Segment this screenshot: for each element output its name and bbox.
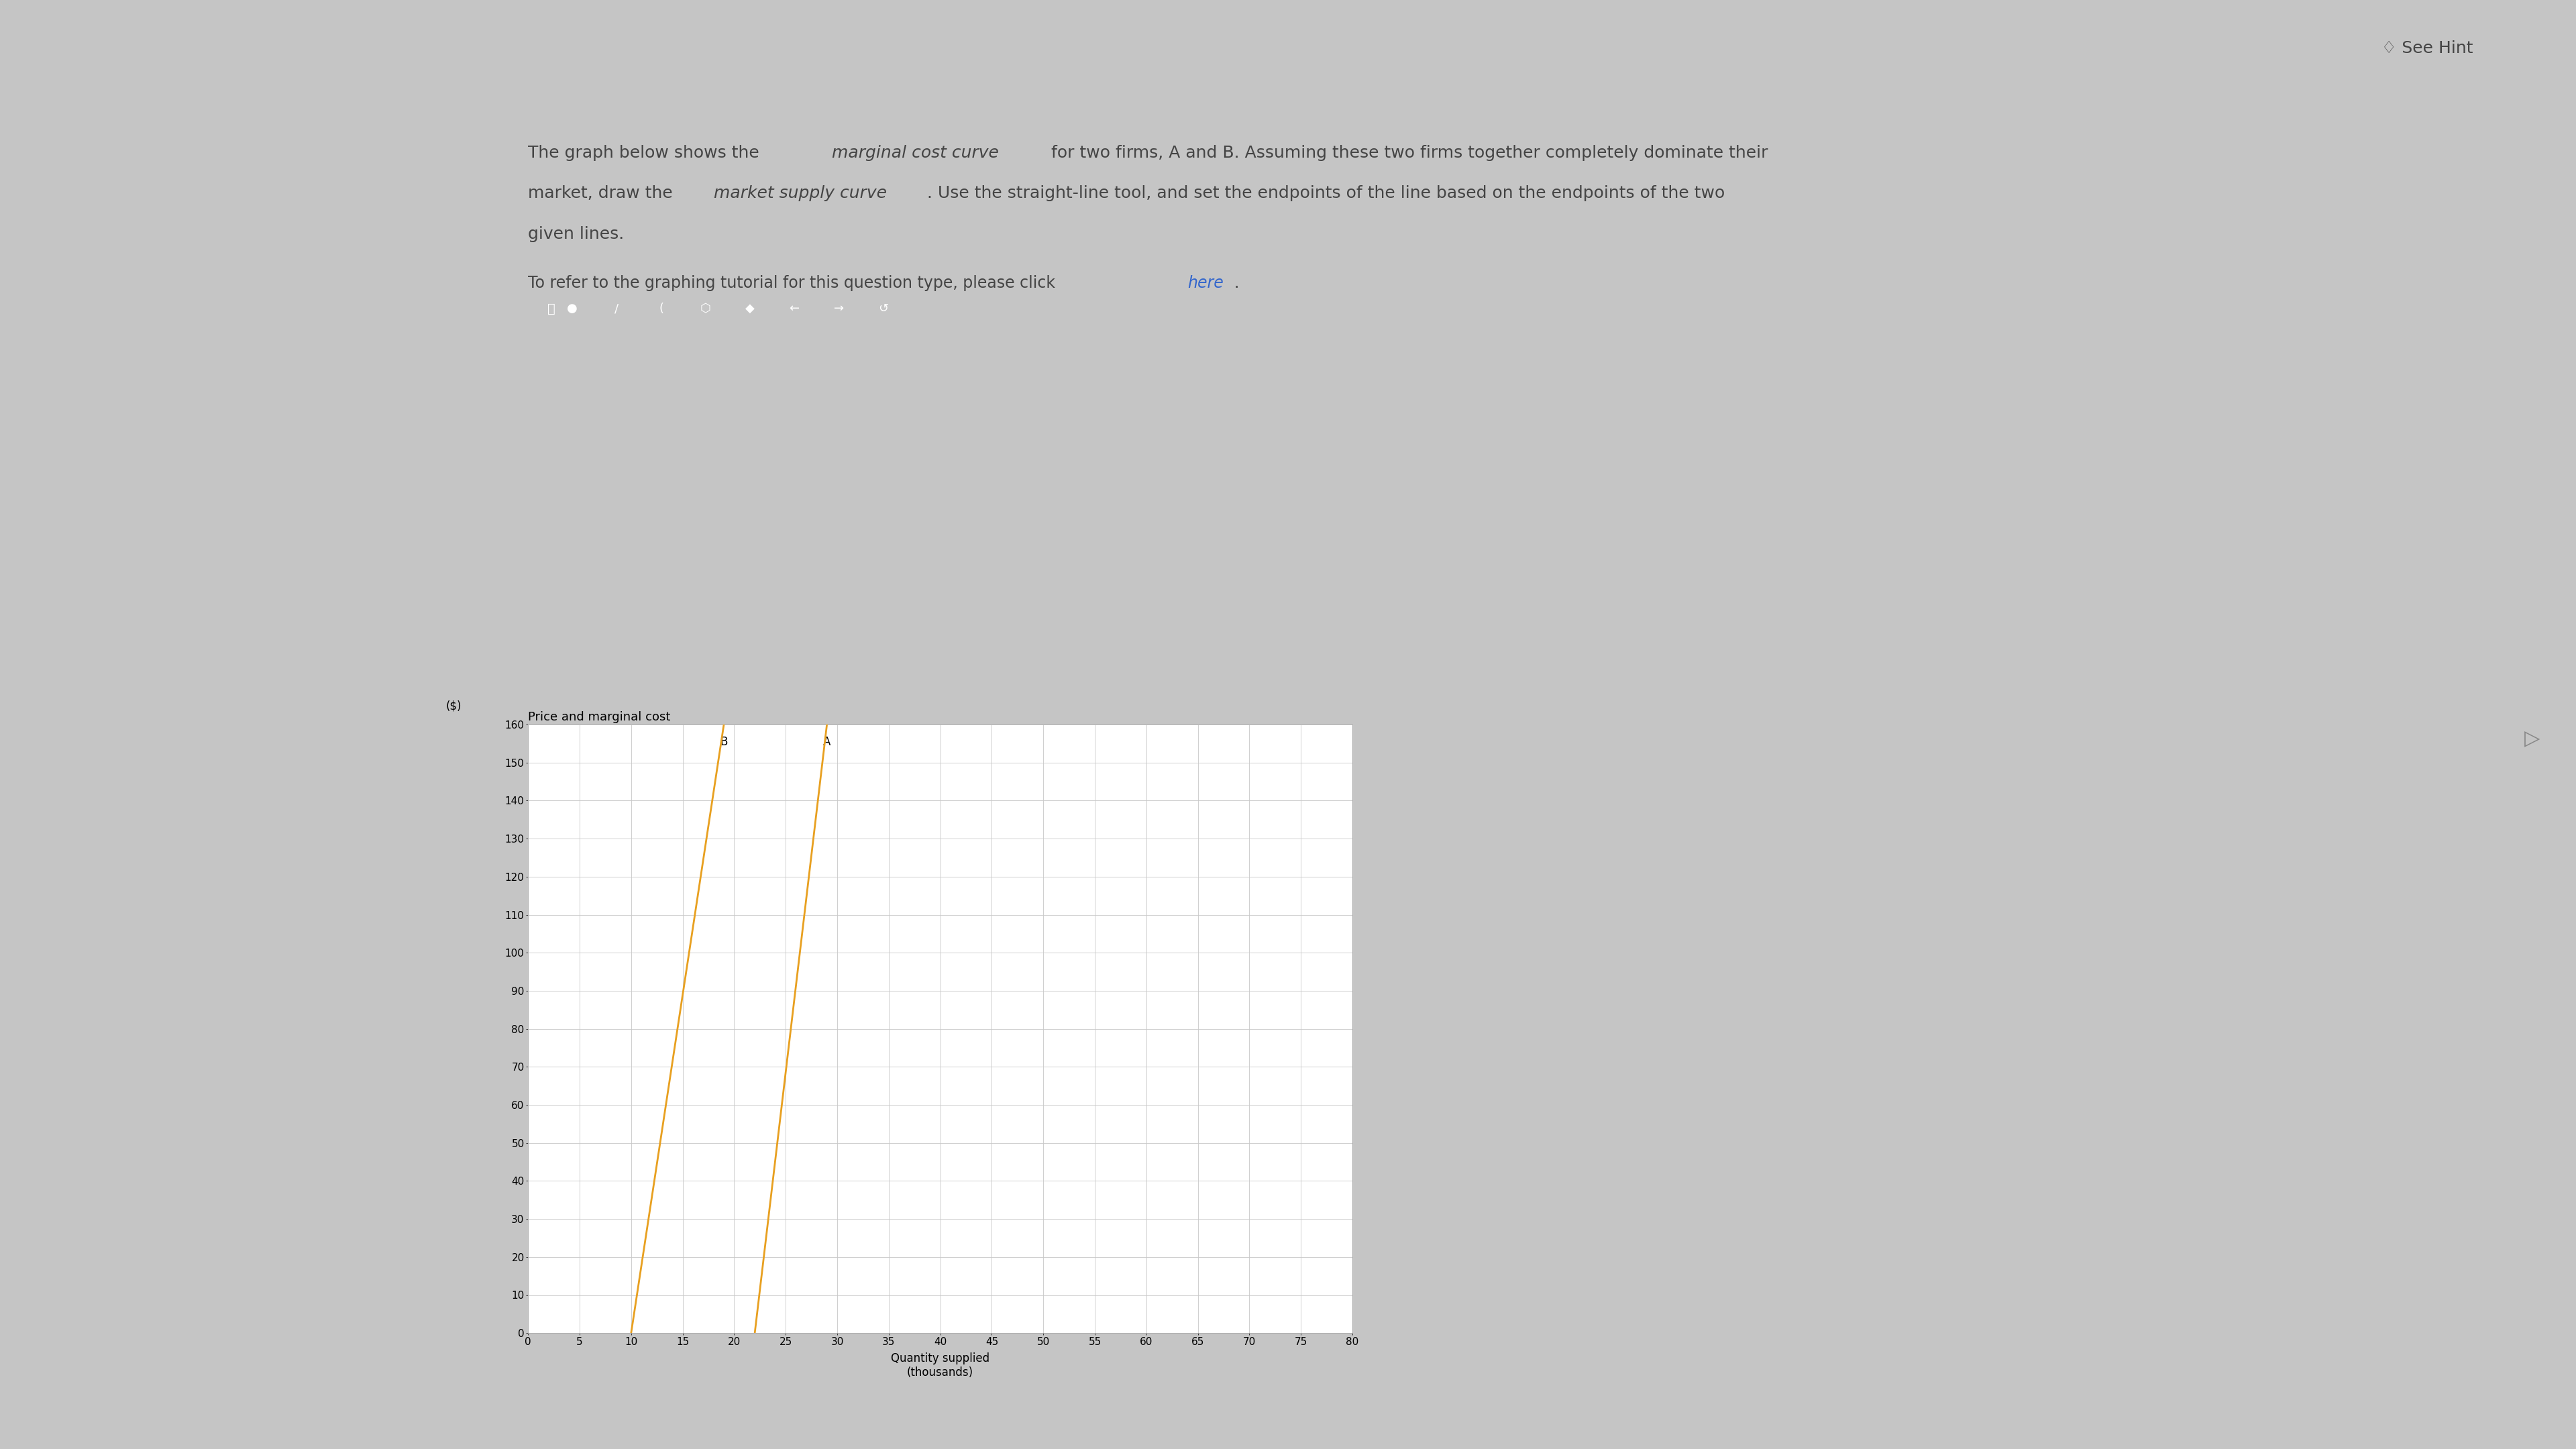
Text: A: A	[824, 736, 829, 748]
Text: ♢ See Hint: ♢ See Hint	[2380, 41, 2473, 57]
Text: . Use the straight-line tool, and set the endpoints of the line based on the end: . Use the straight-line tool, and set th…	[927, 185, 1726, 201]
Text: ◆: ◆	[744, 303, 755, 314]
Text: here: here	[1188, 275, 1224, 291]
Text: ▷: ▷	[2524, 729, 2540, 749]
Text: market, draw the: market, draw the	[528, 185, 677, 201]
Text: /: /	[616, 303, 618, 314]
Text: The graph below shows the: The graph below shows the	[528, 145, 765, 161]
Text: market supply curve: market supply curve	[714, 185, 886, 201]
Text: ←: ←	[788, 303, 799, 314]
Text: →: →	[835, 303, 845, 314]
Text: (: (	[659, 303, 665, 314]
Text: given lines.: given lines.	[528, 226, 623, 242]
Text: B: B	[721, 736, 726, 748]
Text: marginal cost curve: marginal cost curve	[832, 145, 999, 161]
Text: ●: ●	[567, 303, 577, 314]
Text: To refer to the graphing tutorial for this question type, please click: To refer to the graphing tutorial for th…	[528, 275, 1061, 291]
Text: Price and marginal cost: Price and marginal cost	[528, 711, 670, 723]
Text: for two firms, A and B. Assuming these two firms together completely dominate th: for two firms, A and B. Assuming these t…	[1046, 145, 1767, 161]
Text: ($): ($)	[446, 700, 461, 713]
Text: ↺: ↺	[878, 303, 889, 314]
Text: ✋: ✋	[546, 303, 554, 314]
Text: .: .	[1234, 275, 1239, 291]
Text: ⬡: ⬡	[701, 303, 711, 314]
X-axis label: Quantity supplied
(thousands): Quantity supplied (thousands)	[891, 1352, 989, 1378]
